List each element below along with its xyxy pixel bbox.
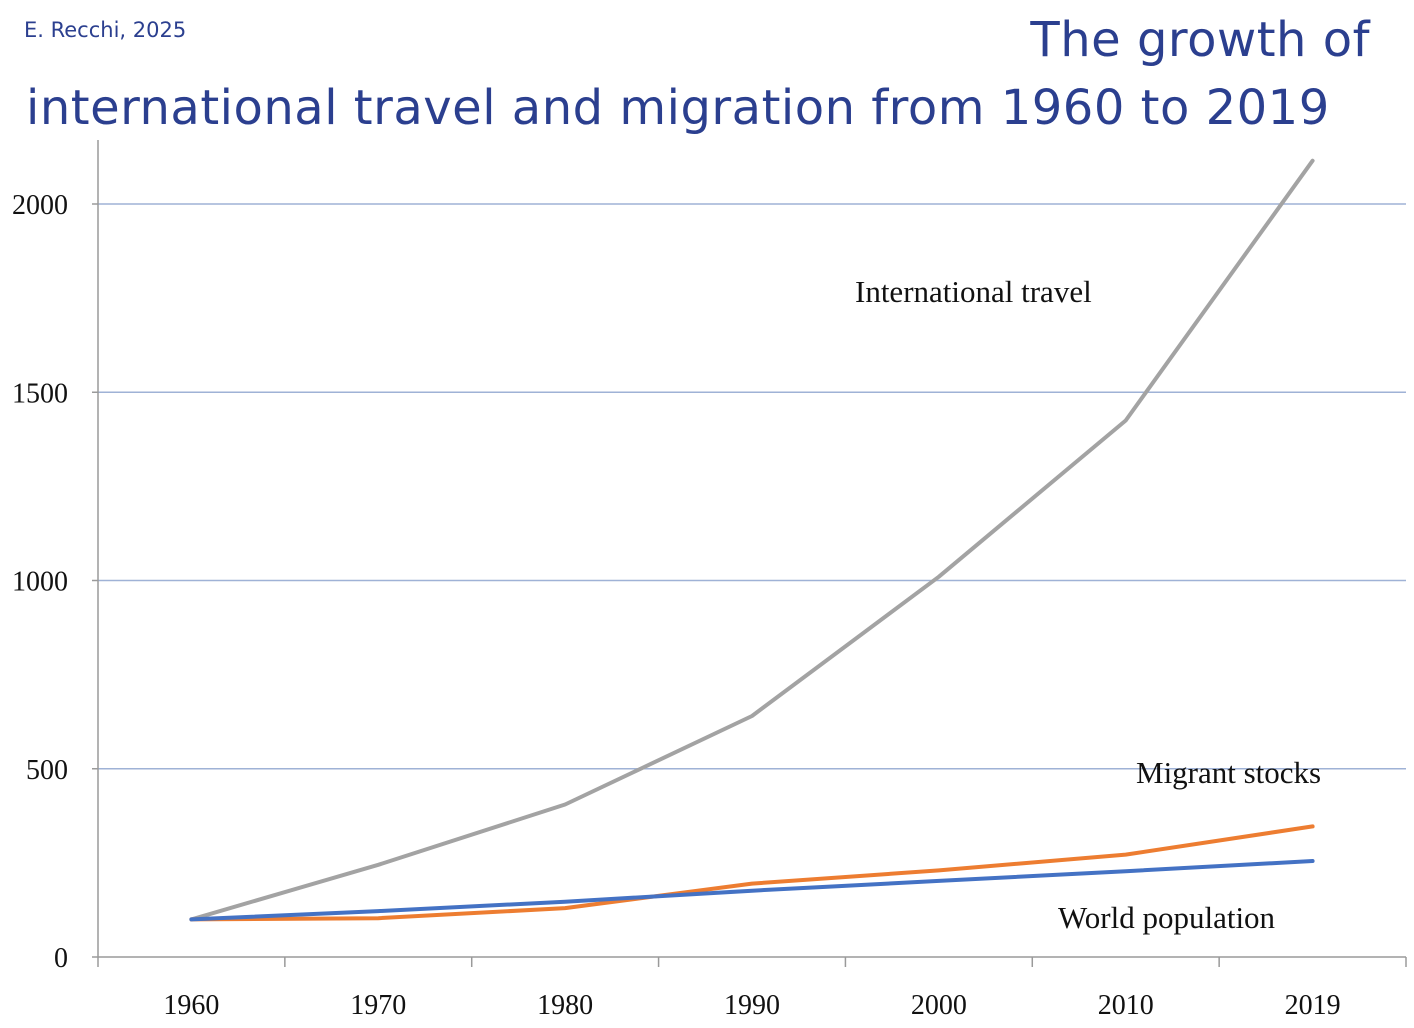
y-tick-label: 2000 — [12, 190, 68, 221]
y-tick-label: 0 — [54, 943, 68, 974]
x-tick-label: 1990 — [724, 990, 780, 1021]
x-tick-label: 1960 — [163, 990, 219, 1021]
series-line-migrant-stocks — [189, 824, 1315, 922]
axes — [97, 140, 1406, 958]
x-tick-label: 2000 — [911, 990, 967, 1021]
x-tick-label: 1980 — [537, 990, 593, 1021]
y-tick-label: 1000 — [12, 567, 68, 598]
x-tick-label: 2019 — [1285, 990, 1341, 1021]
page-title-line-1: The growth of — [1030, 12, 1370, 68]
series-label-migrant-stocks: Migrant stocks — [1136, 755, 1321, 790]
gridlines — [98, 203, 1406, 770]
author-credit: E. Recchi, 2025 — [24, 18, 187, 42]
x-tick-label: 1970 — [350, 990, 406, 1021]
series-line-international-travel — [189, 158, 1315, 922]
y-tick-label: 500 — [26, 755, 68, 786]
x-tick-label: 2010 — [1098, 990, 1154, 1021]
y-ticks: 0 500 1000 1500 2000 — [12, 190, 98, 974]
page-title-line-2: international travel and migration from … — [26, 80, 1330, 136]
series-lines — [189, 158, 1315, 922]
x-ticks: 1960 1970 1980 1990 2000 2010 2019 — [97, 957, 1407, 1021]
series-line-world-population — [189, 859, 1315, 922]
y-tick-label: 1500 — [12, 378, 68, 409]
series-label-international-travel: International travel — [855, 274, 1092, 309]
series-label-world-population: World population — [1058, 900, 1276, 935]
